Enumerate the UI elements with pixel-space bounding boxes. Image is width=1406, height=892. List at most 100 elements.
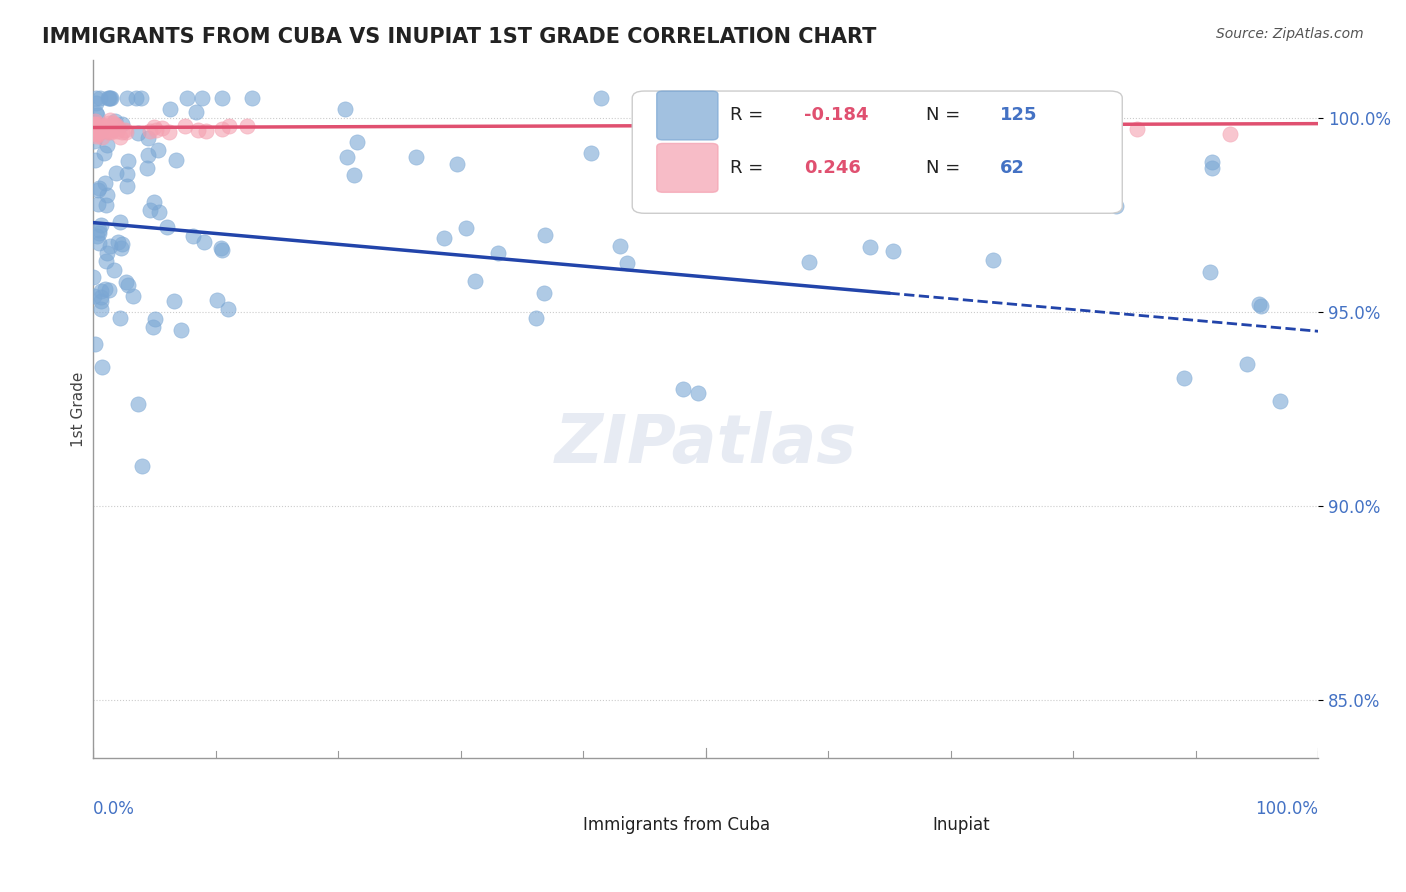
Point xyxy=(87,127,110,141)
Point xyxy=(1250,299,1272,313)
Point xyxy=(91,120,114,135)
Text: 0.246: 0.246 xyxy=(804,159,860,177)
Point xyxy=(105,118,128,132)
Point xyxy=(90,121,112,136)
Point xyxy=(86,108,108,122)
Point xyxy=(1219,127,1241,141)
Text: 125: 125 xyxy=(1000,106,1038,125)
Point xyxy=(84,129,107,144)
Point xyxy=(103,263,125,277)
Point xyxy=(100,125,122,139)
Point xyxy=(83,117,105,131)
Point xyxy=(145,123,167,137)
FancyBboxPatch shape xyxy=(633,91,1122,213)
Point xyxy=(609,239,631,253)
Point xyxy=(117,277,139,292)
Point xyxy=(191,91,214,105)
Point xyxy=(581,145,603,160)
Point xyxy=(995,117,1018,131)
Text: ZIPatlas: ZIPatlas xyxy=(555,411,856,477)
Point xyxy=(165,153,187,168)
Point xyxy=(981,253,1004,268)
Point xyxy=(115,179,138,194)
Point xyxy=(242,91,264,105)
Point xyxy=(93,119,115,133)
Point xyxy=(173,119,195,133)
Point xyxy=(84,120,107,134)
Point xyxy=(211,122,233,136)
Point xyxy=(108,310,131,325)
Point xyxy=(89,124,111,138)
Text: R =: R = xyxy=(730,106,769,125)
Point xyxy=(83,120,105,135)
Point xyxy=(156,219,179,234)
Point xyxy=(534,227,557,242)
Point xyxy=(89,226,111,240)
Point xyxy=(98,116,121,130)
Point xyxy=(882,164,904,178)
Point xyxy=(105,124,128,138)
Point xyxy=(1201,161,1223,175)
Point xyxy=(87,180,110,194)
Point xyxy=(236,119,259,133)
Text: 62: 62 xyxy=(1000,159,1025,177)
Point xyxy=(148,204,170,219)
Point xyxy=(97,91,120,105)
Point xyxy=(90,218,112,232)
Point xyxy=(83,288,105,302)
FancyBboxPatch shape xyxy=(657,144,718,193)
Point xyxy=(146,143,169,157)
Point xyxy=(124,91,146,105)
Point xyxy=(84,153,107,168)
Point xyxy=(104,166,127,180)
Text: Inupiat: Inupiat xyxy=(932,815,990,833)
Point xyxy=(83,119,105,133)
Point xyxy=(98,91,121,105)
Point xyxy=(136,130,159,145)
Point xyxy=(115,275,138,289)
Point xyxy=(108,129,131,144)
Point xyxy=(159,103,181,117)
Point xyxy=(111,237,134,252)
Point xyxy=(723,113,745,128)
Point xyxy=(93,146,115,161)
Point xyxy=(800,123,823,137)
Point xyxy=(931,142,953,156)
Point xyxy=(100,91,122,105)
Point xyxy=(83,337,105,351)
Text: R =: R = xyxy=(730,159,769,177)
Point xyxy=(433,231,456,245)
Point xyxy=(94,254,117,268)
Point xyxy=(138,202,160,217)
Point xyxy=(699,190,721,204)
Point xyxy=(90,284,112,298)
Point xyxy=(90,294,112,309)
Point xyxy=(336,150,359,164)
Point xyxy=(90,122,112,136)
Point xyxy=(91,360,114,375)
Text: 100.0%: 100.0% xyxy=(1256,800,1319,818)
Point xyxy=(446,157,468,171)
Point xyxy=(333,102,356,116)
Point xyxy=(90,290,112,304)
Point xyxy=(143,312,166,326)
Point xyxy=(90,301,112,316)
Point xyxy=(209,242,232,256)
Point xyxy=(217,302,239,317)
Point xyxy=(87,223,110,237)
Point xyxy=(1201,155,1223,169)
Point xyxy=(893,97,915,112)
Point xyxy=(186,104,208,119)
Point xyxy=(87,124,110,138)
Point xyxy=(136,148,159,162)
Point xyxy=(84,106,107,120)
Point xyxy=(94,198,117,212)
Text: -0.184: -0.184 xyxy=(804,106,869,125)
Point xyxy=(87,196,110,211)
Point xyxy=(1199,265,1222,279)
Point xyxy=(96,246,118,260)
Text: 0.0%: 0.0% xyxy=(93,800,135,818)
Point xyxy=(97,125,120,139)
Y-axis label: 1st Grade: 1st Grade xyxy=(72,371,86,447)
Point xyxy=(84,122,107,136)
